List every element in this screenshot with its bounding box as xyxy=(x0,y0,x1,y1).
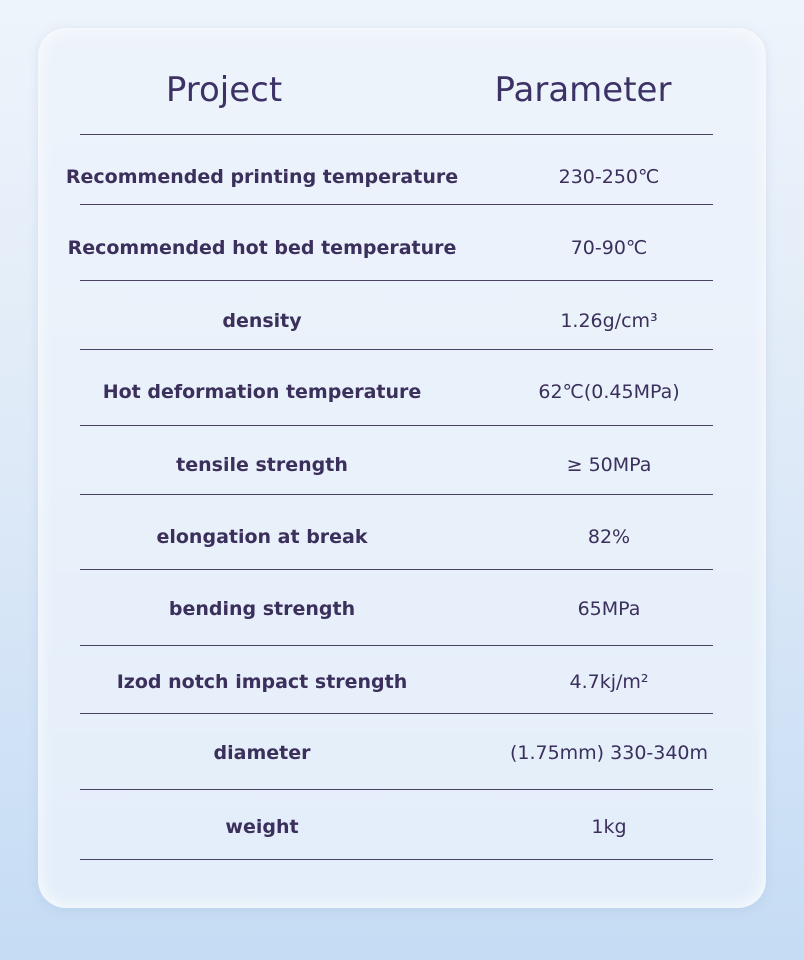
row-rule xyxy=(80,204,713,205)
table-card xyxy=(38,28,766,908)
row-label: tensile strength xyxy=(176,454,348,476)
row-rule xyxy=(80,425,713,426)
row-rule xyxy=(80,569,713,570)
header-rule xyxy=(80,134,713,135)
row-label: weight xyxy=(225,816,299,838)
row-value: 70-90℃ xyxy=(570,237,648,259)
row-value: 62℃(0.45MPa) xyxy=(538,381,680,403)
row-value: 82% xyxy=(587,526,631,548)
row-label: elongation at break xyxy=(156,526,368,548)
row-label: Recommended printing temperature xyxy=(65,166,459,188)
header-cell: Project xyxy=(165,70,283,110)
row-rule xyxy=(80,789,713,790)
row-rule xyxy=(80,859,713,860)
row-value: (1.75mm) 330-340m xyxy=(509,742,709,764)
row-value: 1kg xyxy=(591,816,627,838)
row-label: diameter xyxy=(213,742,311,764)
row-value: 4.7kj/m² xyxy=(569,671,649,693)
row-value: 1.26g/cm³ xyxy=(560,310,658,332)
row-rule xyxy=(80,349,713,350)
row-rule xyxy=(80,280,713,281)
row-value: 230-250℃ xyxy=(558,166,660,188)
header-cell: Parameter xyxy=(494,70,672,110)
row-value: 65MPa xyxy=(577,598,641,620)
row-rule xyxy=(80,645,713,646)
row-label: density xyxy=(222,310,302,332)
row-value: ≥ 50MPa xyxy=(566,454,652,476)
row-rule xyxy=(80,494,713,495)
row-rule xyxy=(80,713,713,714)
row-label: Hot deformation temperature xyxy=(102,381,422,403)
row-label: bending strength xyxy=(168,598,356,620)
row-label: Izod notch impact strength xyxy=(116,671,408,693)
row-label: Recommended hot bed temperature xyxy=(67,237,457,259)
